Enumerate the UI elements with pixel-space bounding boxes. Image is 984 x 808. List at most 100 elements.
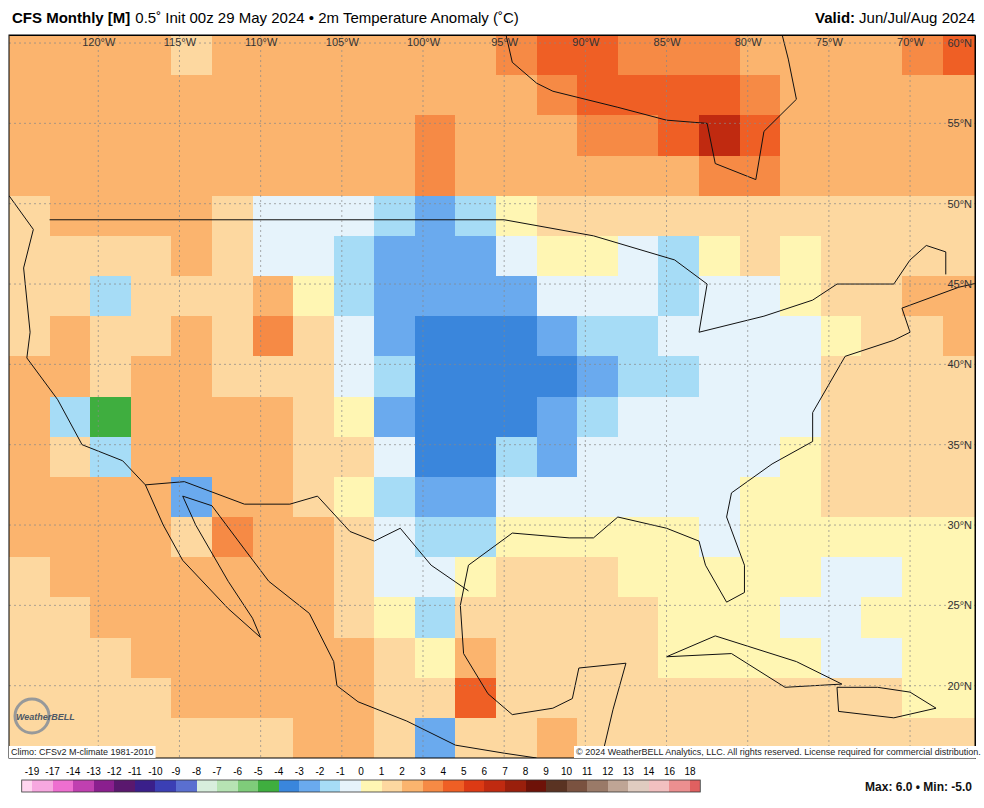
anomaly-cell [577,517,618,558]
anomaly-cell [293,75,334,116]
anomaly-cell [171,557,212,598]
anomaly-cell [415,316,456,357]
anomaly-cell [374,156,415,197]
x-tick-label: 85°W [654,36,682,48]
colorbar-label: -2 [315,766,324,777]
anomaly-cell [618,236,659,277]
colorbar-box [53,780,74,792]
colorbar-label: -8 [192,766,201,777]
anomaly-cell [943,236,975,277]
anomaly-cell [374,115,415,156]
anomaly-cell [861,477,902,518]
colorbar-label: 11 [582,766,593,777]
anomaly-cell [334,597,375,638]
anomaly-cell [253,156,294,197]
x-tick: 75°W [816,35,844,48]
anomaly-cell [902,477,943,518]
anomaly-cell [537,437,578,478]
anomaly-cell [253,115,294,156]
anomaly-cell [293,678,334,719]
cells [9,35,975,758]
anomaly-cell [50,276,91,317]
anomaly-cell [253,397,294,438]
anomaly-cell [618,156,659,197]
anomaly-cell [415,638,456,679]
y-tick-label: 30°N [947,519,972,531]
coastline [837,687,936,718]
anomaly-cell [821,397,862,438]
anomaly-cell [374,236,415,277]
anomaly-cell [658,557,699,598]
title: CFS Monthly [M]0.5˚ Init 00z 29 May 2024… [12,9,519,26]
anomaly-cell [537,316,578,357]
colorbar-label: 18 [684,766,696,777]
anomaly-cell [212,437,253,478]
anomaly-cell [90,517,131,558]
anomaly-cell [658,678,699,719]
anomaly-cell [374,397,415,438]
anomaly-cell [740,75,781,116]
anomaly-cell [90,638,131,679]
climo-note-box: Climo: CFSv2 M-climate 1981-2010 [9,746,156,758]
anomaly-cell [171,356,212,397]
anomaly-cell [90,156,131,197]
coastline [667,636,842,687]
anomaly-cell [334,156,375,197]
anomaly-cell [90,557,131,598]
anomaly-cell [212,276,253,317]
anomaly-cell [943,638,975,679]
anomaly-cell [577,356,618,397]
anomaly-cell [821,75,862,116]
anomaly-cell [253,437,294,478]
anomaly-cell [577,397,618,438]
anomaly-cell [455,356,496,397]
anomaly-cell [861,437,902,478]
colorbar-box [258,780,279,792]
y-tick-label: 60°N [947,37,972,49]
anomaly-cell [293,276,334,317]
anomaly-cell [577,236,618,277]
anomaly-cell [618,437,659,478]
background [0,0,984,808]
max-min-stats: Max: 6.0 • Min: -5.0 [865,780,972,794]
colorbar-label: 8 [523,766,529,777]
anomaly-cell [821,517,862,558]
anomaly-cell [212,316,253,357]
colorbar-label: 4 [440,766,446,777]
anomaly-cell [374,316,415,357]
anomaly-cell [740,678,781,719]
anomaly-cell [293,356,334,397]
anomaly-cell [374,597,415,638]
anomaly-cell [699,236,740,277]
anomaly-cell [293,397,334,438]
colorbar-label: -13 [86,766,101,777]
x-tick: 105°W [326,35,360,48]
anomaly-cell [780,316,821,357]
colorbar-label: -6 [233,766,242,777]
anomaly-cell [293,156,334,197]
anomaly-cell [415,115,456,156]
anomaly-cell [902,557,943,598]
anomaly-cell [780,196,821,237]
anomaly-cell [415,597,456,638]
x-tick-label: 105°W [326,36,360,48]
anomaly-cell [9,156,50,197]
anomaly-cell [455,477,496,518]
anomaly-cell [943,397,975,438]
anomaly-cell [253,477,294,518]
anomaly-cell [537,477,578,518]
anomaly-cell [658,638,699,679]
anomaly-cell [780,276,821,317]
colorbar-box [32,780,53,792]
anomaly-cell [658,356,699,397]
y-tick: 20°N [947,680,975,692]
anomaly-cell [496,597,537,638]
valid-value: Jun/Jul/Aug 2024 [859,9,975,26]
anomaly-cell [699,156,740,197]
anomaly-cell [334,718,375,758]
grid-line [9,444,975,445]
anomaly-cell [131,316,172,357]
anomaly-cell [780,597,821,638]
anomaly-cell [537,276,578,317]
colorbar-label: -14 [66,766,81,777]
